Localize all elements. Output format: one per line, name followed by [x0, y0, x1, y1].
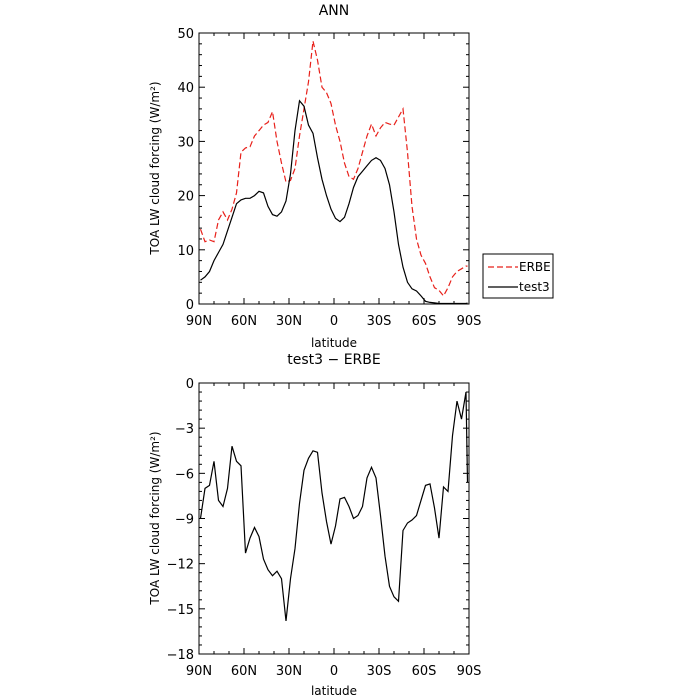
- top-x-tick-label: 30S: [367, 314, 392, 329]
- top-series-line-erbe: [199, 40, 468, 297]
- top-y-ticks: 0 10 20 30 40 50: [177, 27, 469, 313]
- top-x-ticks: 90N 60N 30N 0 30S 60S 90S: [186, 33, 482, 329]
- top-x-tick-label: 90S: [457, 314, 482, 329]
- legend-label-test3: test3: [519, 280, 550, 294]
- top-chart-title: ANN: [319, 3, 350, 19]
- bottom-x-tick-label: 90N: [186, 664, 212, 679]
- bottom-chart-title: test3 − ERBE: [287, 352, 380, 368]
- bottom-series-lines: [199, 391, 469, 621]
- bottom-x-tick-label: 60S: [412, 664, 437, 679]
- bottom-y-tick-label: −9: [175, 513, 194, 528]
- bottom-y-tick-label: −18: [167, 648, 194, 663]
- bottom-y-tick-label: 0: [186, 377, 194, 392]
- bottom-y-tick-label: −12: [167, 558, 194, 573]
- top-x-tick-label: 0: [330, 314, 338, 329]
- top-y-tick-label: 40: [177, 81, 194, 96]
- bottom-x-tick-label: 90S: [457, 664, 482, 679]
- top-x-axis-title: latitude: [311, 336, 357, 350]
- top-y-tick-label: 30: [177, 135, 194, 150]
- top-y-tick-label: 10: [177, 244, 194, 259]
- bottom-x-tick-label: 30S: [367, 664, 392, 679]
- bottom-y-tick-label: −6: [175, 467, 194, 482]
- bottom-chart-panel: test3 − ERBE 0−3−6−9−12−15−18 90N 60N 30N 0…: [148, 352, 481, 698]
- legend-label-erbe: ERBE: [519, 260, 551, 274]
- bottom-x-tick-label: 60N: [231, 664, 257, 679]
- bottom-x-tick-label: 0: [330, 664, 338, 679]
- legend-box: [482, 253, 554, 299]
- bottom-plot-frame: [198, 382, 470, 655]
- top-y-tick-label: 20: [177, 190, 194, 205]
- bottom-x-ticks: 90N 60N 30N 0 30S 60S 90S: [186, 383, 482, 679]
- bottom-y-axis-title: TOA LW cloud forcing (W/m²): [148, 431, 162, 605]
- top-x-tick-label: 60N: [231, 314, 257, 329]
- bottom-x-tick-label: 30N: [276, 664, 302, 679]
- top-y-tick-label: 50: [177, 27, 194, 42]
- top-y-tick-label: 0: [186, 298, 194, 313]
- bottom-y-ticks: 0 −3 −6 −9 −12 −15 −18: [167, 377, 469, 663]
- top-y-axis-title: TOA LW cloud forcing (W/m²): [148, 81, 162, 255]
- top-series-line-test3: [200, 99, 468, 305]
- bottom-y-tick-label: −15: [167, 603, 194, 618]
- top-x-tick-label: 60S: [412, 314, 437, 329]
- top-x-tick-label: 90N: [186, 314, 212, 329]
- top-series-lines: [199, 40, 468, 305]
- bottom-y-tick-label: −3: [175, 422, 194, 437]
- bottom-x-axis-title: latitude: [311, 684, 357, 698]
- bottom-series-line-0: [199, 391, 469, 621]
- top-plot-frame: [198, 32, 470, 305]
- top-x-tick-label: 30N: [276, 314, 302, 329]
- top-chart-panel: ANN 0 10 20 30 40 50 90N 60N 30N 0 30S 60S 90S lati…: [148, 3, 554, 350]
- legend: ERBE test3: [482, 253, 554, 299]
